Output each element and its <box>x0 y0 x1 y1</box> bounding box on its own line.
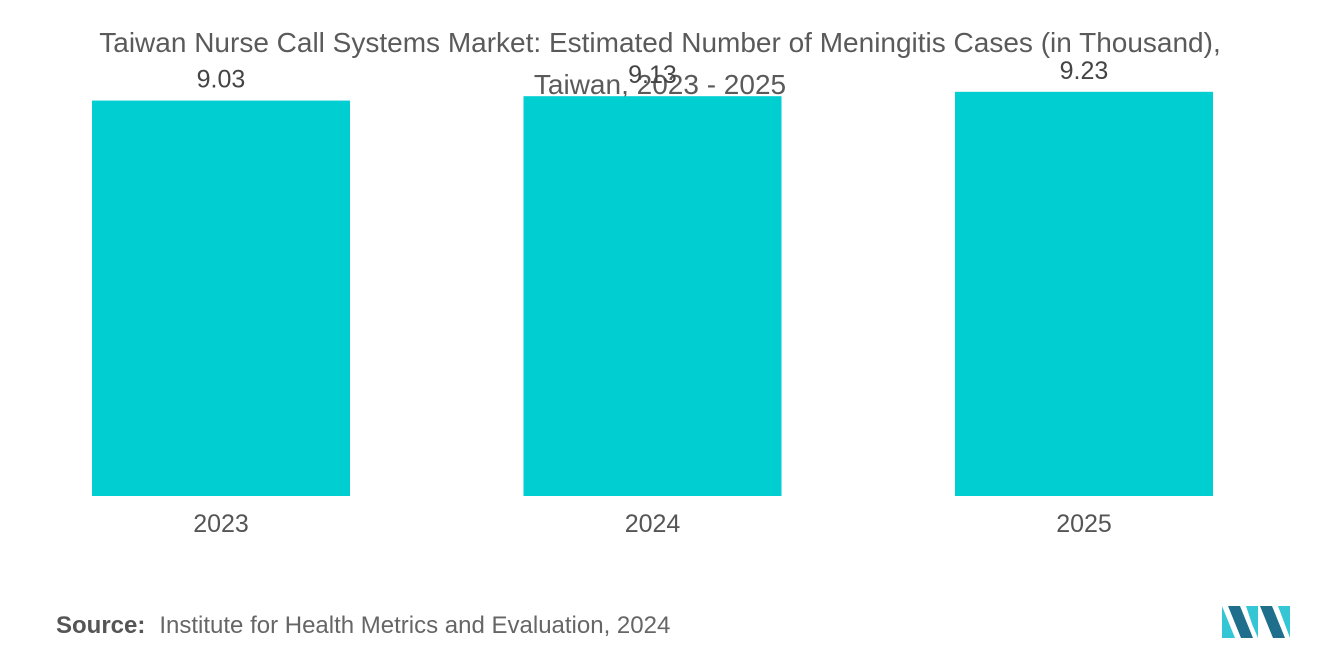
x-tick-label-2023: 2023 <box>193 510 249 538</box>
source-label: Source: <box>56 612 146 639</box>
x-tick-label-2025: 2025 <box>1056 510 1112 538</box>
bar-2024 <box>523 96 782 497</box>
chart-title: Taiwan Nurse Call Systems Market: Estima… <box>0 22 1320 106</box>
logo-shape-1 <box>1222 606 1235 638</box>
source-note: Source: Institute for Health Metrics and … <box>56 612 670 640</box>
bar-2023 <box>92 100 350 496</box>
bar-2025 <box>955 91 1213 497</box>
chart-title-line-1: Taiwan Nurse Call Systems Market: Estima… <box>99 27 1221 58</box>
data-label-2024: 9.13 <box>628 61 677 89</box>
chart-title-line-2: Taiwan, 2023 - 2025 <box>533 69 787 100</box>
data-label-2023: 9.03 <box>197 66 246 94</box>
x-tick-label-2024: 2024 <box>625 510 681 538</box>
data-label-2025: 9.23 <box>1060 57 1109 85</box>
logo-shape-2 <box>1228 606 1253 638</box>
source-text: Institute for Health Metrics and Evaluat… <box>159 612 671 639</box>
logo-shape-3 <box>1246 606 1258 638</box>
brand-logo-icon <box>1222 606 1290 638</box>
logo-shape-4 <box>1260 606 1285 638</box>
logo-shape-5 <box>1278 606 1290 638</box>
